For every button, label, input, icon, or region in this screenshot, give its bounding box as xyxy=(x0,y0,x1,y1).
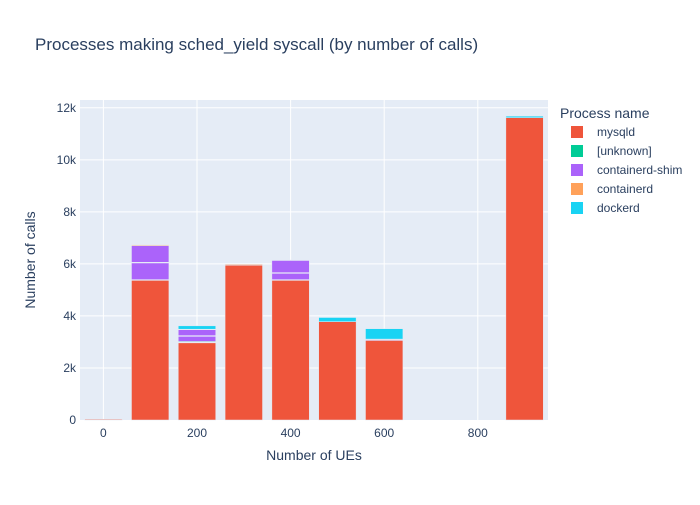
bar-segment-containerd[interactable] xyxy=(131,244,170,246)
y-tick-label: 8k xyxy=(63,205,77,219)
bars xyxy=(84,115,544,421)
legend[interactable]: mysqld [unknown] containerd-shim containerd… xyxy=(571,125,682,215)
bar-segment-containerd-shim[interactable] xyxy=(271,260,310,281)
y-tick-label: 2k xyxy=(63,361,77,375)
y-tick-label: 0 xyxy=(69,413,76,427)
legend-swatch xyxy=(571,164,583,176)
legend-label: [unknown] xyxy=(597,144,652,158)
bar-segment-mysqld[interactable] xyxy=(84,418,123,421)
bar-segment-mysqld[interactable] xyxy=(131,279,170,421)
x-tick-label: 400 xyxy=(281,426,301,440)
legend-item[interactable]: containerd xyxy=(571,182,653,196)
bar-segment-dockerd[interactable] xyxy=(318,317,357,322)
x-axis-label: Number of UEs xyxy=(266,447,362,463)
tick-labels: 0 2k 4k 6k 8k 10k 12k 0 200 400 600 800 xyxy=(57,101,488,440)
bar-segment-dockerd[interactable] xyxy=(505,115,544,118)
x-tick-label: 200 xyxy=(187,426,207,440)
bar-segment-dockerd[interactable] xyxy=(178,325,216,330)
legend-label: containerd xyxy=(597,182,653,196)
legend-label: dockerd xyxy=(597,201,640,215)
bar-segment-mysqld[interactable] xyxy=(365,340,404,421)
bar-segment-containerd[interactable] xyxy=(224,264,263,266)
legend-item[interactable]: mysqld xyxy=(571,125,635,139)
y-tick-label: 6k xyxy=(63,257,77,271)
legend-swatch xyxy=(571,202,583,214)
bar-segment-containerd[interactable] xyxy=(271,259,310,261)
x-tick-label: 800 xyxy=(468,426,488,440)
legend-item[interactable]: dockerd xyxy=(571,201,640,215)
bar-segment-mysqld[interactable] xyxy=(505,117,544,421)
chart-title: Processes making sched_yield syscall (by… xyxy=(35,35,478,54)
legend-item[interactable]: containerd-shim xyxy=(571,163,682,177)
y-axis-label: Number of calls xyxy=(22,211,38,308)
legend-label: mysqld xyxy=(597,125,635,139)
legend-swatch xyxy=(571,145,583,157)
bar-segment-mysqld[interactable] xyxy=(318,321,357,421)
legend-item[interactable]: [unknown] xyxy=(571,144,652,158)
legend-swatch xyxy=(571,126,583,138)
y-tick-label: 10k xyxy=(57,153,77,167)
bar-segment-mysqld[interactable] xyxy=(271,279,310,421)
legend-label: containerd-shim xyxy=(597,163,682,177)
bar-segment-mysqld[interactable] xyxy=(178,342,216,421)
x-tick-label: 600 xyxy=(374,426,394,440)
legend-title: Process name xyxy=(560,105,650,121)
y-tick-label: 12k xyxy=(57,101,77,115)
legend-swatch xyxy=(571,183,583,195)
x-tick-label: 0 xyxy=(100,426,107,440)
y-tick-label: 4k xyxy=(63,309,77,323)
bar-segment-dockerd[interactable] xyxy=(365,328,404,340)
bar-segment-mysqld[interactable] xyxy=(224,264,263,421)
